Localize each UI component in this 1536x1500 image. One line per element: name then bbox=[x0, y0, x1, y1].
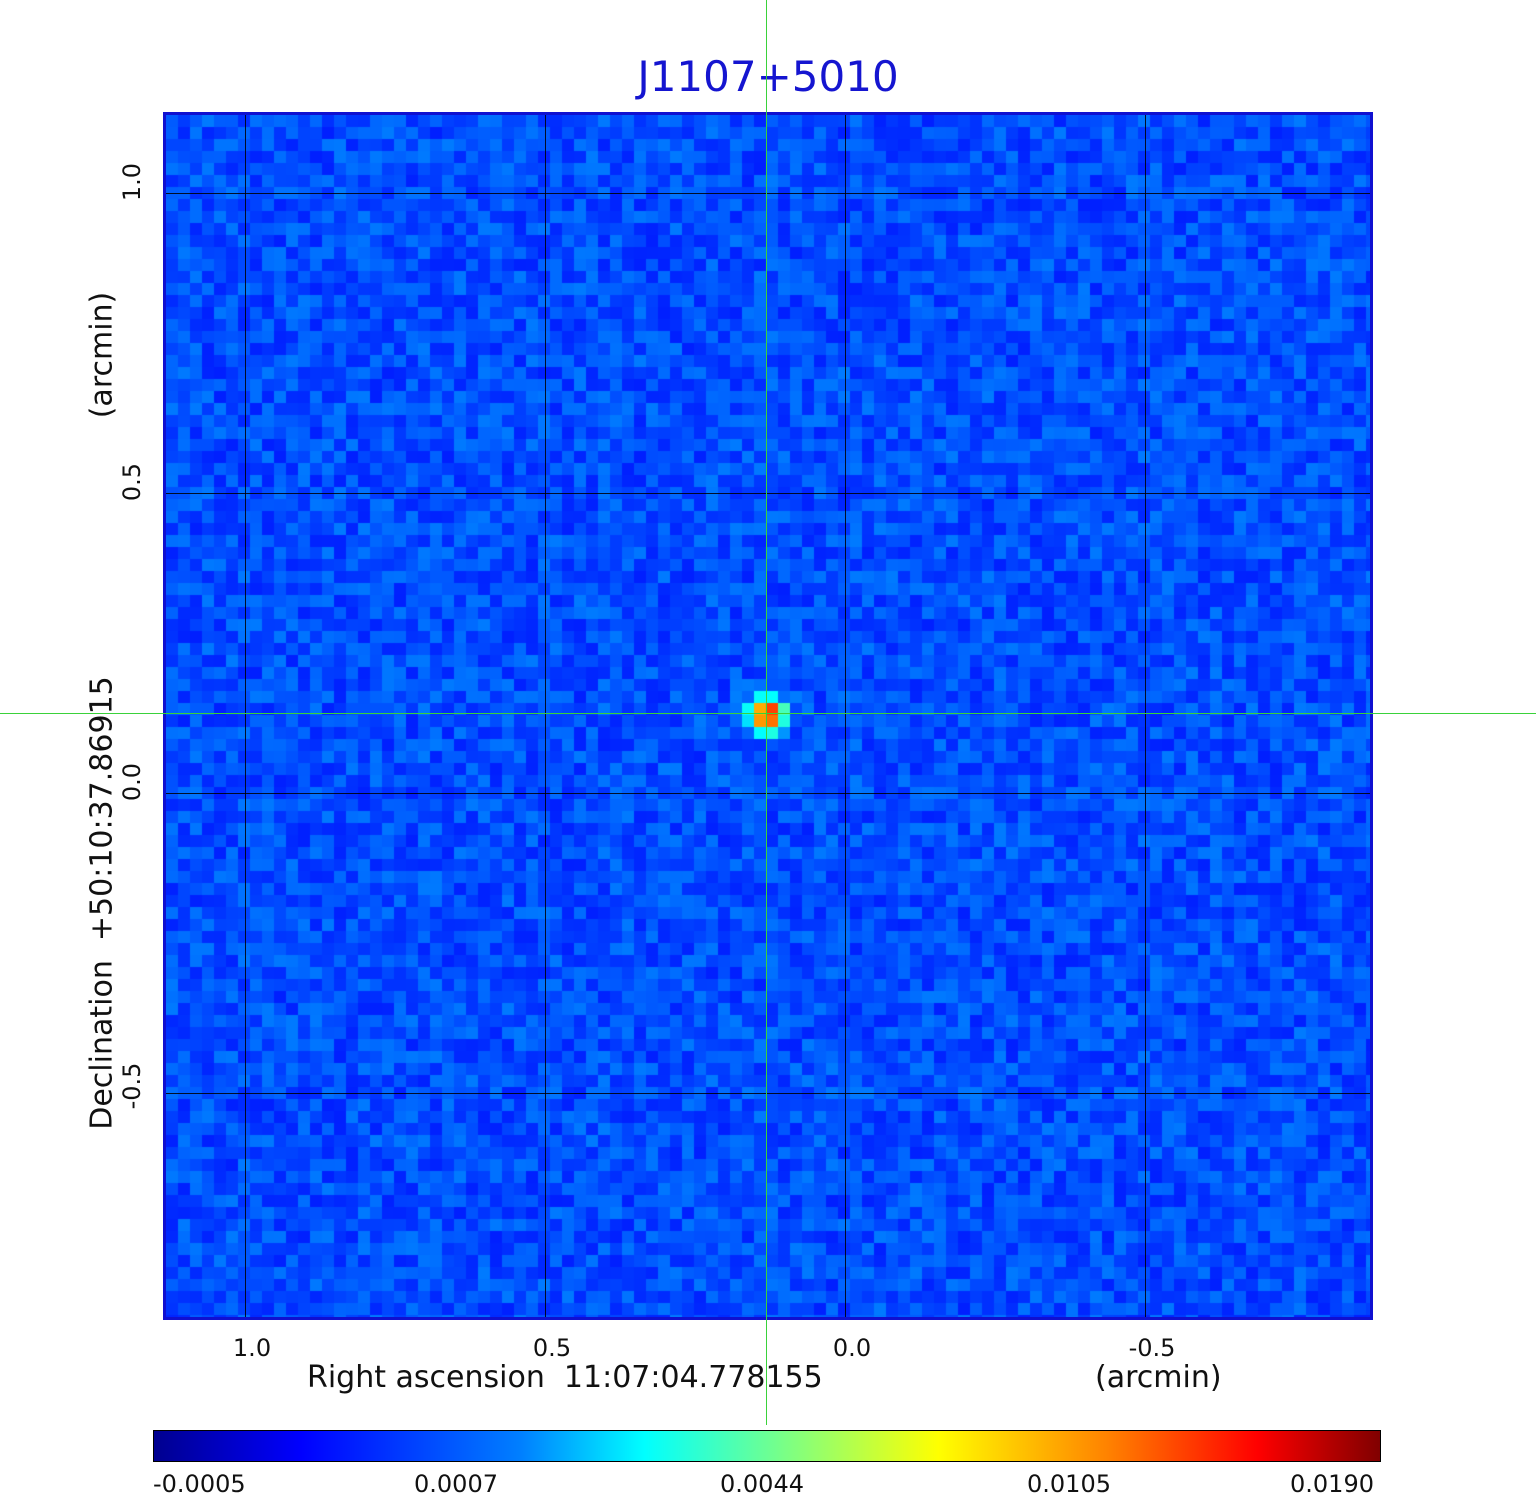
image-title: J1107+5010 bbox=[637, 52, 899, 101]
y-tick-label: 1.0 bbox=[118, 162, 146, 202]
colorbar-tick-label: 0.0190 bbox=[1290, 1470, 1374, 1498]
x-tick-label: 0.5 bbox=[532, 1334, 572, 1362]
grid-line-dec--0.5 bbox=[166, 1093, 1370, 1094]
colorbar bbox=[153, 1430, 1381, 1462]
radio-intensity-map bbox=[166, 115, 1370, 1317]
grid-line-dec-0.5 bbox=[166, 493, 1370, 494]
colorbar-tick-label: 0.0007 bbox=[414, 1470, 498, 1498]
x-axis-unit: (arcmin) bbox=[1095, 1360, 1222, 1395]
x-tick-label: 0.0 bbox=[832, 1334, 872, 1362]
y-tick-label: -0.5 bbox=[118, 1062, 146, 1110]
colorbar-tick-label: 0.0105 bbox=[1027, 1470, 1111, 1498]
grid-line-ra-1.0 bbox=[245, 115, 246, 1317]
colorbar-tick-label: 0.0044 bbox=[720, 1470, 804, 1498]
x-tick-label: -0.5 bbox=[1128, 1334, 1176, 1362]
y-tick-label: 0.5 bbox=[118, 462, 146, 502]
crosshair-vertical bbox=[766, 0, 767, 1425]
y-tick-label: 0.0 bbox=[118, 762, 146, 802]
grid-line-ra-0.0 bbox=[845, 115, 846, 1317]
colorbar-tick-label: -0.0005 bbox=[153, 1470, 246, 1498]
grid-line-ra-0.5 bbox=[545, 115, 546, 1317]
x-axis-label: Right ascension 11:07:04.778155 bbox=[307, 1360, 823, 1395]
y-axis-label: Declination +50:10:37.86915 bbox=[84, 676, 120, 1130]
sky-image-frame[interactable] bbox=[163, 112, 1373, 1320]
grid-line-dec-1.0 bbox=[166, 193, 1370, 194]
y-axis-unit: (arcmin) bbox=[84, 291, 120, 419]
grid-line-ra--0.5 bbox=[1145, 115, 1146, 1317]
grid-line-dec-0.0 bbox=[166, 793, 1370, 794]
x-tick-label: 1.0 bbox=[232, 1334, 272, 1362]
crosshair-horizontal bbox=[0, 713, 1536, 714]
